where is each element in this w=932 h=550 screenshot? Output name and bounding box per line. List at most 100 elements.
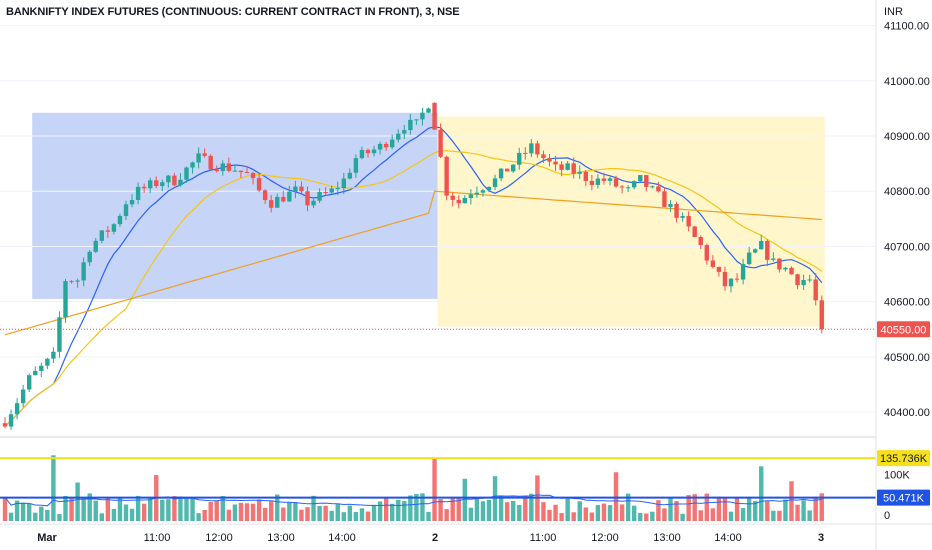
volume-bar (529, 493, 534, 521)
volume-bar (329, 510, 334, 521)
chart-title: BANKNIFTY INDEX FUTURES (CONTINUOUS: CUR… (6, 6, 460, 18)
candle-body (377, 143, 383, 150)
candle-body (323, 192, 328, 194)
volume-bar (93, 500, 98, 521)
highlight-box-1 (32, 112, 438, 299)
candle-body (746, 252, 752, 265)
volume-bar (377, 501, 383, 521)
volume-bar (238, 502, 244, 521)
volume-bar (426, 511, 431, 521)
candle-body (244, 172, 250, 174)
volume-bar (450, 497, 455, 521)
time-tick-label: 13:00 (267, 532, 295, 544)
volume-bar (619, 504, 625, 521)
candle-body (517, 152, 522, 165)
candle-body (196, 153, 201, 163)
candle-body (317, 192, 322, 201)
candle-body (722, 271, 728, 287)
candle-body (813, 279, 818, 301)
volume-bar (716, 496, 722, 521)
candle-body (777, 258, 782, 270)
price-tick-label: 40900.00 (884, 131, 930, 143)
candle-body (789, 267, 794, 275)
candle-body (559, 164, 564, 170)
candle-body (166, 175, 171, 183)
volume-bar (771, 510, 776, 521)
candle-body (353, 158, 359, 173)
highlight-box-2 (437, 116, 825, 327)
volume-bar (813, 496, 818, 521)
candle-body (535, 143, 540, 155)
candle-body (269, 200, 274, 208)
candle-body (692, 226, 697, 237)
volume-bar (692, 494, 697, 521)
volume-bar (613, 472, 619, 521)
time-tick-label: 11:00 (530, 532, 557, 544)
volume-bar (698, 510, 703, 521)
volume-bar (420, 493, 425, 521)
volume-bar (135, 495, 141, 521)
volume-bar (148, 496, 153, 521)
price-tick-label: 40700.00 (884, 241, 930, 253)
candle-body (390, 139, 395, 148)
candle-body (329, 188, 334, 193)
candle-body (504, 168, 510, 172)
candle-body (444, 156, 449, 196)
volume-bar (765, 501, 770, 521)
candle-body (480, 190, 486, 193)
candle-body (347, 172, 353, 179)
volume-bar (341, 512, 346, 521)
volume-bar (625, 493, 631, 521)
volume-bar (704, 493, 709, 521)
candle-body (311, 200, 316, 206)
candle-body (547, 158, 552, 162)
candle-body (740, 264, 746, 280)
price-tick-label: 41000.00 (884, 76, 930, 88)
volume-bar (486, 499, 492, 521)
volume-bar (396, 499, 401, 521)
candle-body (341, 178, 346, 188)
volume-bar (160, 499, 165, 521)
price-tick-label: 40500.00 (884, 352, 930, 364)
candle-body (172, 175, 177, 186)
time-tick-label: 13:00 (653, 532, 681, 544)
candle-body (299, 186, 304, 192)
candle-body (402, 130, 407, 134)
volume-bar (674, 501, 679, 521)
candle-body (45, 358, 50, 366)
candle-body (57, 317, 62, 352)
candle-body (710, 260, 716, 267)
volume-bar (480, 501, 486, 521)
candle-body (287, 191, 292, 202)
volume-bar (632, 505, 637, 521)
candle-body (383, 143, 389, 148)
candle-body (668, 203, 673, 207)
volume-bar (39, 506, 44, 521)
candle-body (753, 249, 758, 253)
volume-bar (547, 509, 552, 521)
candle-body (734, 278, 740, 280)
candle-body (208, 155, 213, 170)
volume-bar (299, 509, 304, 521)
candle-body (632, 181, 637, 188)
volume-bar (517, 504, 522, 521)
candle-body (226, 163, 232, 171)
volume-bar (166, 499, 171, 521)
volume-bar (607, 505, 613, 521)
candle-body (656, 186, 661, 192)
volume-bar (81, 497, 86, 521)
volume-bar (728, 511, 734, 521)
volume-bar (777, 510, 782, 521)
candle-body (262, 190, 268, 201)
volume-bar (498, 496, 504, 521)
volume-bar (474, 498, 480, 521)
volume-bar (220, 496, 225, 521)
candle-body (486, 186, 492, 191)
candle-body (650, 186, 655, 188)
candle-body (154, 180, 159, 186)
candle-body (583, 171, 588, 181)
candle-body (601, 178, 607, 181)
